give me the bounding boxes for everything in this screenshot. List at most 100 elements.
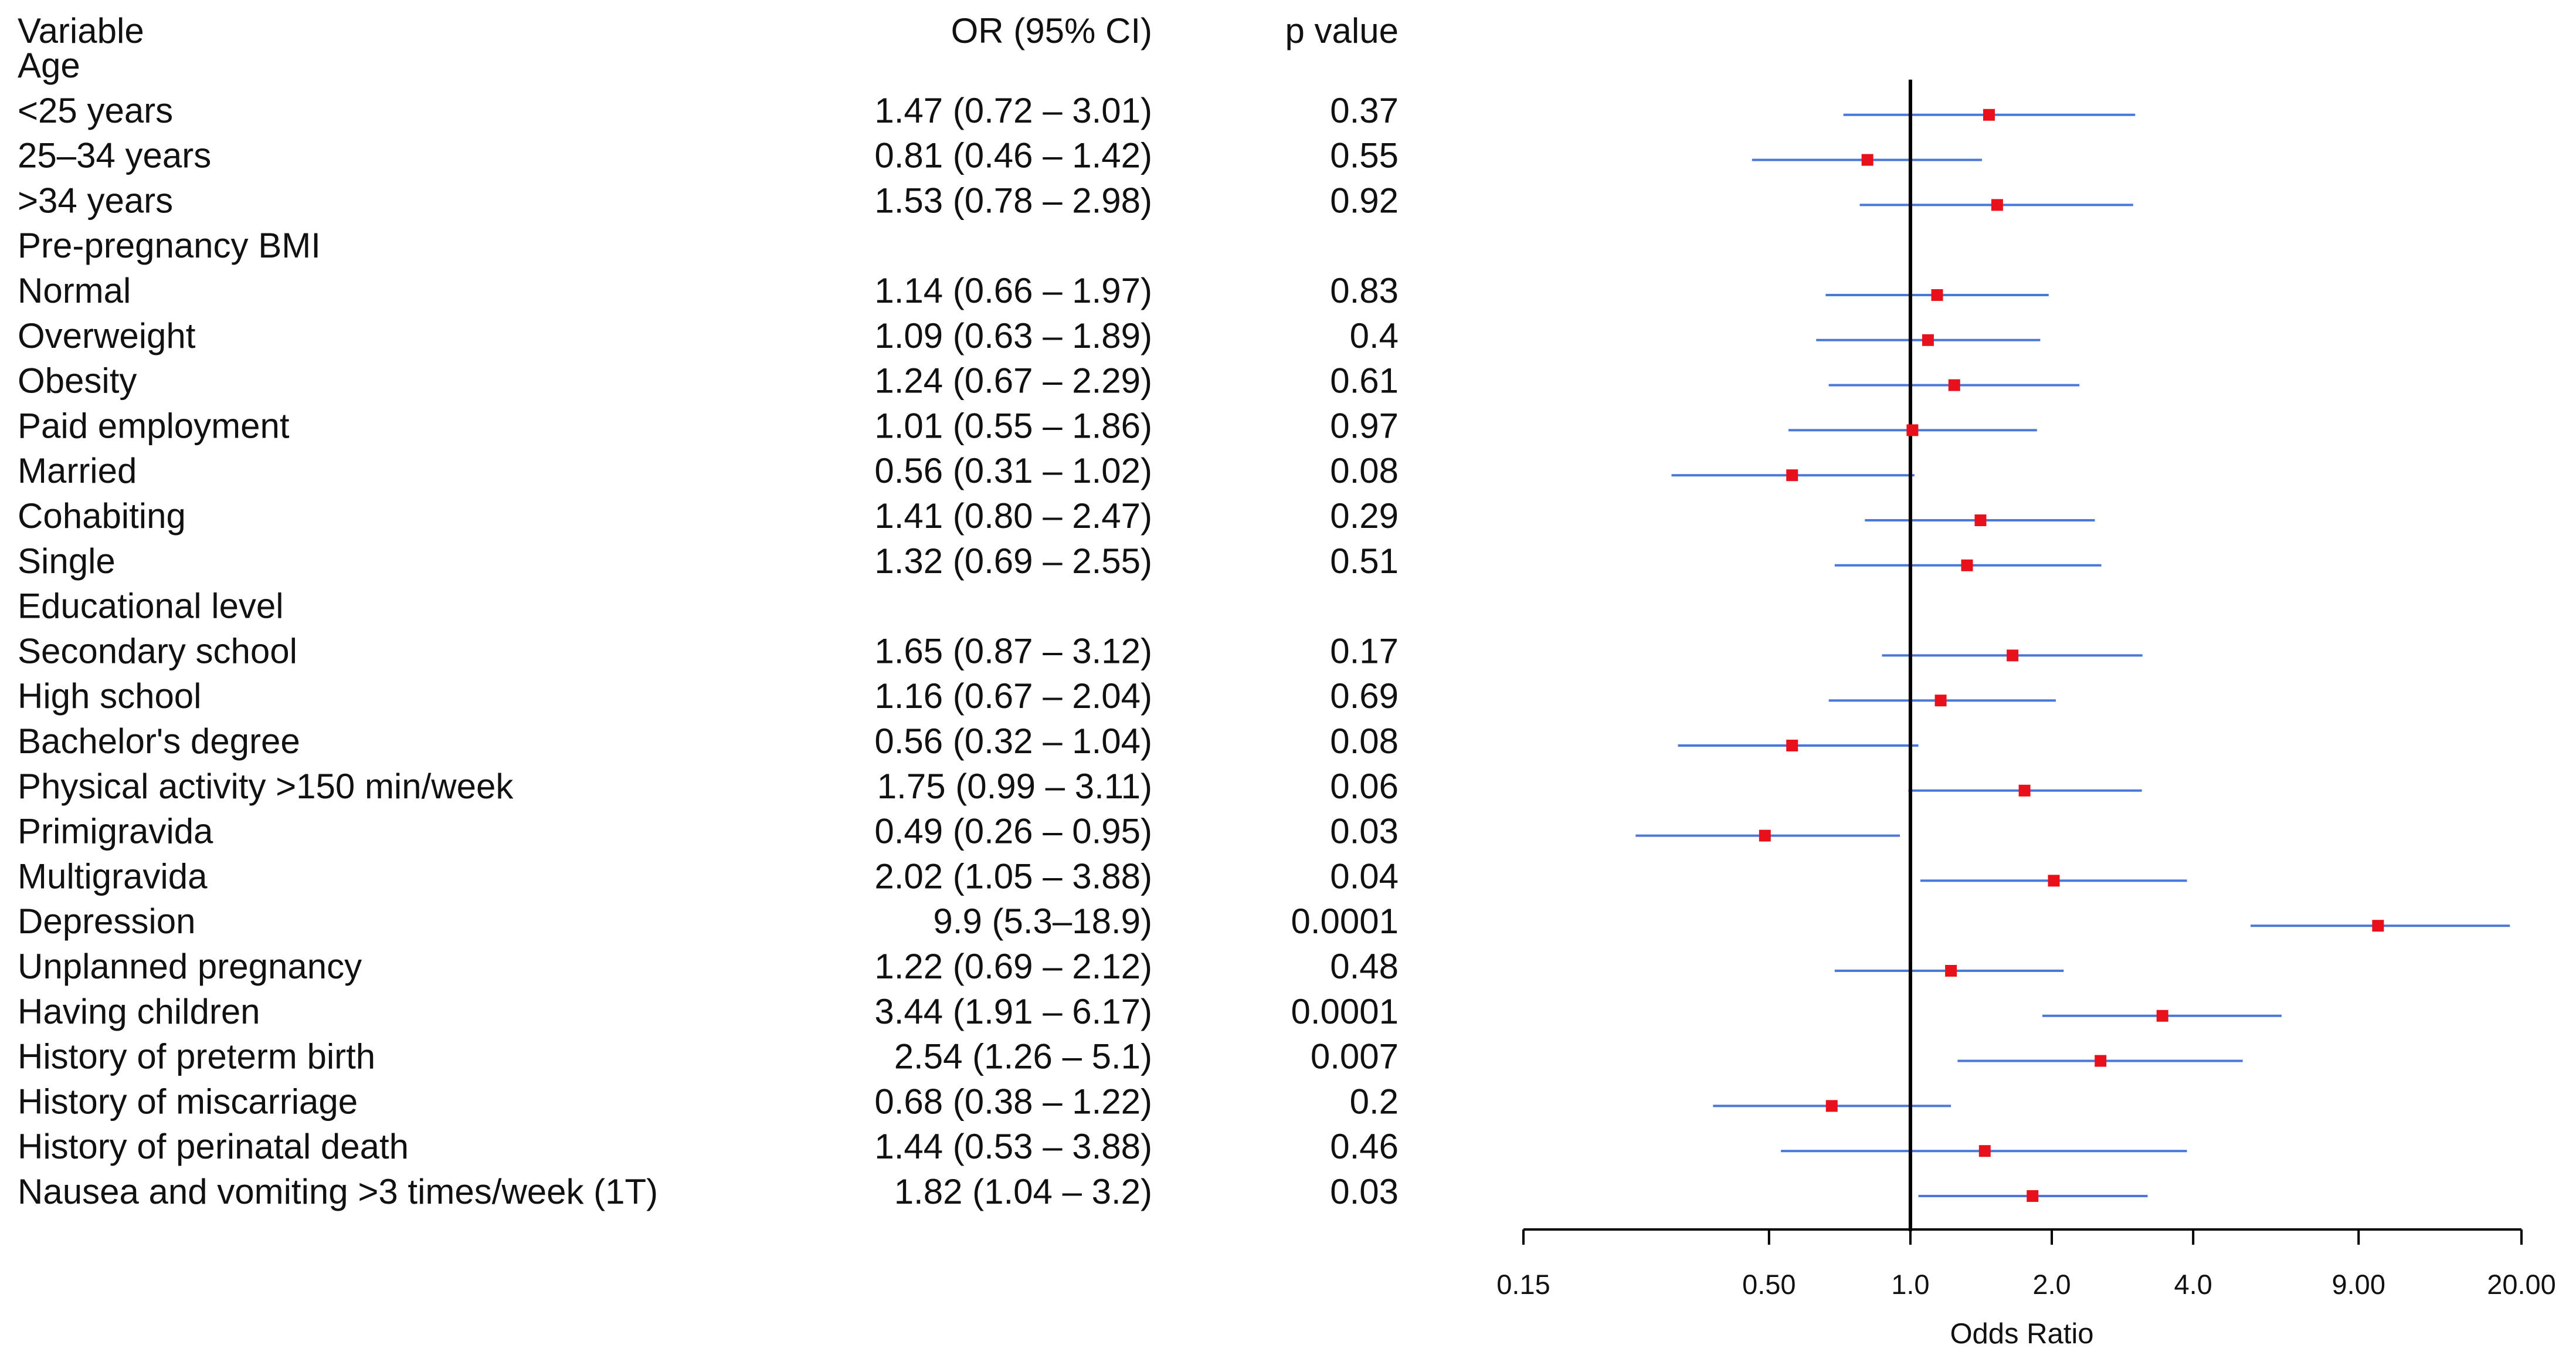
p-value: 0.46 [1330,1127,1399,1166]
p-value: 0.06 [1330,767,1399,806]
p-value: 0.007 [1311,1037,1399,1076]
header-variable: Variable [18,11,144,50]
p-value: 0.08 [1330,451,1399,490]
variable-label: High school [18,676,202,716]
variable-label: Unplanned pregnancy [18,947,362,986]
or-ci-value: 3.44 (1.91 – 6.17) [874,992,1152,1031]
or-point-row-18 [2048,875,2060,887]
or-point-row-22 [2095,1055,2107,1067]
variable-label: Depression [18,902,196,941]
or-point-row-20 [1945,965,1957,977]
or-ci-value: 1.32 (0.69 – 2.55) [874,541,1152,581]
variable-label: Secondary school [18,631,297,670]
or-point-row-3 [1991,199,2003,211]
p-value: 0.08 [1330,721,1399,761]
or-point-row-10 [1974,514,1987,526]
p-value: 0.97 [1330,406,1399,445]
x-tick-label: 1.0 [1891,1269,1929,1300]
or-ci-value: 1.22 (0.69 – 2.12) [874,947,1152,986]
variable-label: Cohabiting [18,496,186,536]
or-ci-value: 1.65 (0.87 – 3.12) [874,631,1152,670]
or-point-row-8 [1906,424,1919,436]
or-point-row-13 [2007,649,2019,662]
variable-label: Bachelor's degree [18,721,300,761]
x-tick-label: 2.0 [2032,1269,2071,1300]
or-ci-value: 1.09 (0.63 – 1.89) [874,316,1152,355]
p-value: 0.0001 [1291,992,1399,1031]
variable-label: Primigravida [18,812,213,851]
variable-label: Single [18,541,116,581]
variable-label: >34 years [18,181,173,220]
or-ci-value: 1.01 (0.55 – 1.86) [874,406,1152,445]
or-ci-value: 1.75 (0.99 – 3.11) [877,767,1152,806]
or-ci-value: 0.68 (0.38 – 1.22) [874,1082,1152,1121]
p-value: 0.03 [1330,812,1399,851]
or-ci-value: 1.41 (0.80 – 2.47) [874,496,1152,536]
p-value: 0.2 [1350,1082,1399,1121]
p-value: 0.92 [1330,181,1399,220]
variable-label: Multigravida [18,856,208,896]
or-ci-value: 0.56 (0.31 – 1.02) [874,451,1152,490]
or-ci-value: 0.49 (0.26 – 0.95) [874,812,1152,851]
or-point-row-15 [1786,740,1798,751]
x-tick-label: 20.00 [2487,1269,2556,1300]
variable-label: Paid employment [18,406,290,445]
header-or-ci: OR (95% CI) [951,11,1152,50]
group-header-label: Age [18,46,80,85]
variable-label: Physical activity >150 min/week [18,767,514,806]
p-value: 0.04 [1330,856,1399,896]
or-point-row-16 [2018,784,2031,797]
or-point-row-24 [1978,1145,1991,1157]
x-tick-label: 0.15 [1496,1269,1550,1300]
or-point-row-11 [1961,559,1973,571]
p-value: 0.4 [1350,316,1399,355]
or-ci-value: 1.82 (1.04 – 3.2) [894,1172,1152,1211]
p-value: 0.51 [1330,541,1399,581]
or-point-row-21 [2156,1010,2168,1022]
or-ci-value: 9.9 (5.3–18.9) [933,902,1152,941]
or-ci-value: 1.14 (0.66 – 1.97) [874,271,1152,310]
variable-label: Normal [18,271,131,310]
or-ci-value: 0.56 (0.32 – 1.04) [874,721,1152,761]
confidence-intervals [1635,113,2510,1197]
or-ci-value: 2.54 (1.26 – 5.1) [894,1037,1152,1076]
or-point-row-19 [2372,920,2384,932]
header-p-value: p value [1285,11,1399,50]
variable-label: History of preterm birth [18,1037,375,1076]
or-ci-value: 1.16 (0.67 – 2.04) [874,676,1152,716]
variable-label: Nausea and vomiting >3 times/week (1T) [18,1172,658,1211]
or-point-row-6 [1922,334,1934,346]
p-value: 0.69 [1330,676,1399,716]
x-tick-label: 4.0 [2174,1269,2212,1300]
or-ci-value: 1.47 (0.72 – 3.01) [874,91,1152,130]
variable-label: History of perinatal death [18,1127,409,1166]
or-ci-value: 1.44 (0.53 – 3.88) [874,1127,1152,1166]
or-point-row-14 [1934,695,1947,707]
p-value: 0.17 [1330,631,1399,670]
p-value: 0.29 [1330,496,1399,536]
p-value: 0.61 [1330,361,1399,401]
variable-label: Overweight [18,316,196,355]
or-point-row-5 [1931,289,1943,301]
p-value: 0.83 [1330,271,1399,310]
x-axis-ticks: 0.15 0.50 1.0 2.0 4.0 9.00 20.00 [1496,1229,2556,1300]
x-tick-label: 0.50 [1742,1269,1796,1300]
variable-label: Obesity [18,361,137,401]
variable-label: Married [18,451,137,490]
or-ci-value: 1.24 (0.67 – 2.29) [874,361,1152,401]
p-value: 0.03 [1330,1172,1399,1211]
or-point-row-9 [1786,469,1798,482]
odds-ratio-points [1759,109,2384,1202]
group-header-label: Educational level [18,587,284,626]
group-header-label: Pre-pregnancy BMI [18,226,321,265]
p-value: 0.55 [1330,136,1399,175]
x-axis-label: Odds Ratio [1950,1318,2093,1350]
p-value: 0.48 [1330,947,1399,986]
or-point-row-17 [1759,829,1771,842]
p-value: 0.37 [1330,91,1399,130]
or-ci-value: 2.02 (1.05 – 3.88) [874,856,1152,896]
or-point-row-7 [1948,379,1960,391]
p-value: 0.0001 [1291,902,1399,941]
variable-label: 25–34 years [18,136,211,175]
